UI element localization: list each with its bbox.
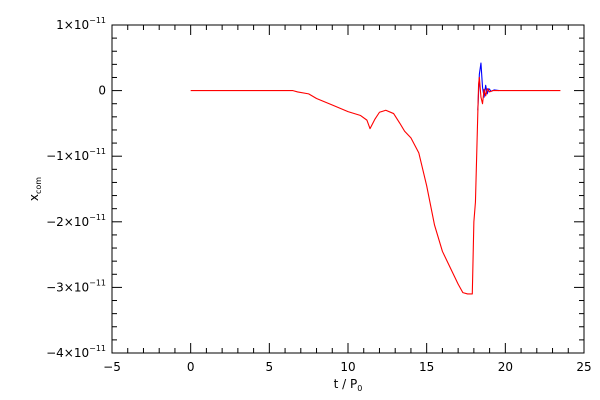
x-tick-label: 15 (419, 360, 434, 374)
plot-frame (111, 24, 585, 354)
y-axis-label: xcom (27, 177, 43, 201)
x-tick-label: 0 (187, 360, 195, 374)
x-tick-label: 10 (340, 360, 355, 374)
axis-ticks (111, 24, 585, 354)
y-axis-label-sub: com (34, 177, 43, 194)
series-line-2 (190, 76, 561, 295)
x-tick-label: 20 (498, 360, 513, 374)
y-tick-label: 0 (98, 84, 106, 98)
y-tick-label: −2×10−11 (46, 213, 106, 229)
y-axis-label-main: x (27, 194, 41, 201)
series-line-1 (477, 62, 500, 111)
x-axis-label-main: t / P (334, 377, 358, 391)
x-tick-label: 25 (576, 360, 591, 374)
x-tick-label: 5 (266, 360, 274, 374)
y-tick-label: −3×10−11 (46, 278, 106, 294)
axis-tick-labels: −5 0 5 10 15 20 25 1×10−11 0 −1×10−11 −2×10−11 −3×1… (46, 16, 592, 374)
x-axis-label-sub: 0 (357, 384, 362, 393)
series-layer (190, 62, 561, 295)
x-axis-label: t / P0 (334, 377, 363, 393)
y-tick-label: −1×10−11 (46, 147, 106, 163)
plot-area (111, 24, 585, 354)
x-tick-label: −5 (103, 360, 121, 374)
y-tick-label: 1×10−11 (56, 16, 106, 32)
y-tick-label: −4×10−11 (46, 344, 106, 360)
